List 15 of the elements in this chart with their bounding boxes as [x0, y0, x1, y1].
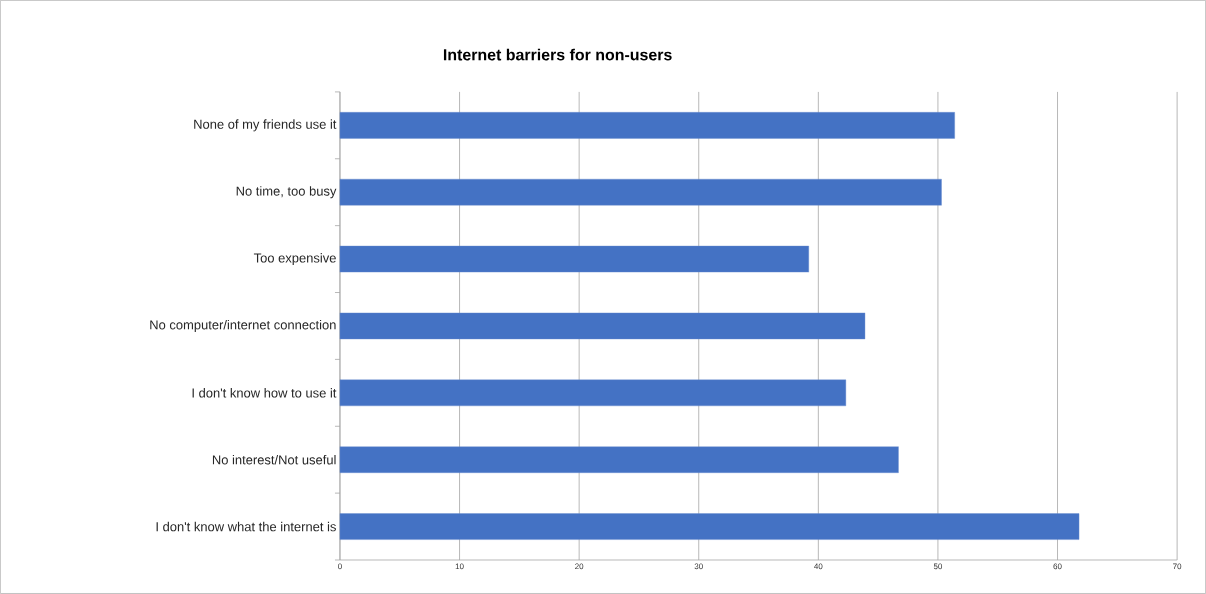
chart-title: Internet barriers for non-users	[443, 48, 672, 61]
bar	[339, 112, 955, 139]
bar	[339, 446, 899, 473]
bar	[339, 179, 942, 206]
y-tick-label: Too expensive	[253, 253, 336, 266]
y-tick-label: I don't know how to use it	[192, 388, 337, 398]
y-tick-label: None of my friends use it	[194, 119, 337, 132]
y-tick-label: No time, too busy	[236, 186, 337, 199]
y-tick-label: No computer/internet connection	[150, 319, 336, 333]
bar	[339, 312, 866, 340]
y-tick-label: No interest/Not useful	[212, 454, 336, 465]
bar	[339, 513, 1080, 540]
bar	[339, 245, 809, 273]
bar	[339, 379, 847, 407]
y-tick-label: I don't know what the internet is	[156, 521, 336, 532]
